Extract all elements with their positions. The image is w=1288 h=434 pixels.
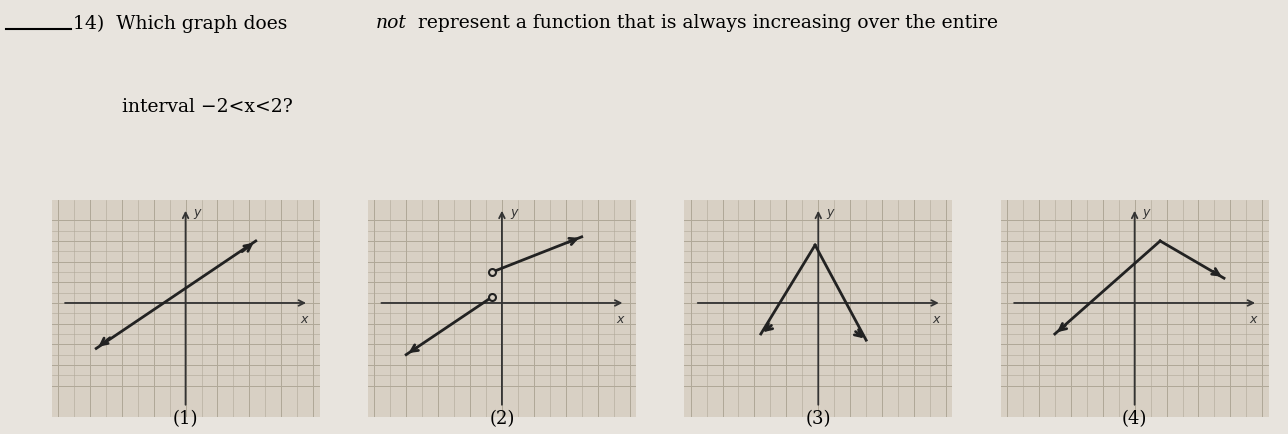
Text: y: y — [510, 206, 518, 219]
Text: 14)  Which graph does: 14) Which graph does — [73, 14, 294, 33]
Text: y: y — [193, 206, 201, 219]
Text: y: y — [827, 206, 833, 219]
Text: x: x — [616, 313, 623, 326]
Text: (3): (3) — [805, 411, 831, 428]
Text: represent a function that is always increasing over the entire: represent a function that is always incr… — [412, 14, 998, 33]
Text: x: x — [933, 313, 940, 326]
Text: y: y — [1142, 206, 1150, 219]
Text: x: x — [1249, 313, 1256, 326]
Text: x: x — [300, 313, 308, 326]
Text: interval −2​<​x​<​2?: interval −2​<​x​<​2? — [122, 99, 294, 116]
Text: (2): (2) — [489, 411, 515, 428]
Text: (1): (1) — [173, 411, 198, 428]
Text: (4): (4) — [1122, 411, 1148, 428]
Text: not: not — [376, 14, 407, 33]
